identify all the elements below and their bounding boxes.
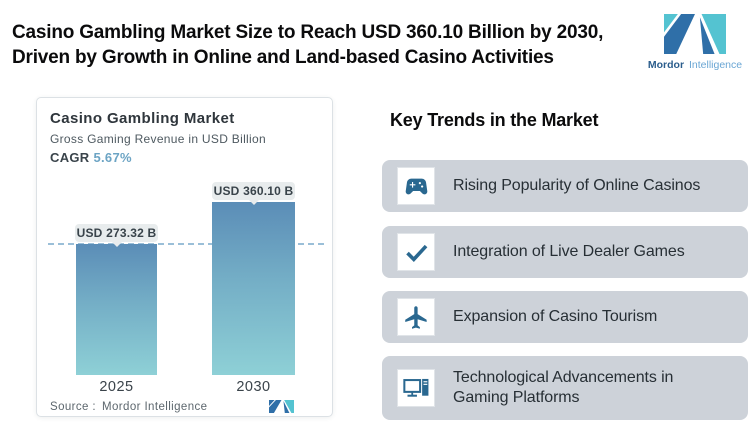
trends-heading: Key Trends in the Market [390, 110, 599, 130]
bar-2025 [76, 244, 157, 375]
brand-wordmark: Mordor Intelligence [648, 59, 742, 71]
axis-label-2025: 2025 [99, 379, 134, 395]
brand-logo: Mordor Intelligence [644, 4, 746, 90]
axis-label-2030: 2030 [236, 379, 271, 395]
chart-title: Casino Gambling Market [50, 110, 235, 127]
brand-name-bold: Mordor [647, 59, 685, 71]
bar-2030 [212, 202, 295, 375]
trend-label: Expansion of Casino Tourism [453, 308, 658, 325]
checkmark-icon [397, 233, 435, 271]
chart-card: Casino Gambling Market Gross Gaming Reve… [36, 97, 333, 417]
chart-cagr: CAGR 5.67% [50, 150, 132, 165]
mordor-m-icon-small [269, 400, 294, 413]
trend-label: Technological Advancements in Gaming Pla… [453, 369, 674, 406]
page-title-line1: Casino Gambling Market Size to Reach USD… [12, 22, 604, 43]
computer-icon [397, 369, 435, 407]
airplane-icon [397, 298, 435, 336]
trend-card-live-dealer: Integration of Live Dealer Games [382, 226, 748, 278]
mordor-m-icon [664, 14, 726, 54]
trend-card-casino-tourism: Expansion of Casino Tourism [382, 291, 748, 343]
chart-subtitle: Gross Gaming Revenue in USD Billion [50, 132, 266, 146]
trend-label: Integration of Live Dealer Games [453, 243, 685, 260]
bar-value-badge-2030: USD 360.10 B [212, 182, 295, 205]
bar-value-badge-2025: USD 273.32 B [75, 224, 158, 247]
reference-dashed-line [48, 243, 324, 245]
cagr-label: CAGR [50, 150, 90, 165]
cagr-value: 5.67% [93, 150, 132, 165]
source-label: Source : [50, 401, 97, 413]
source-note: Source : Mordor Intelligence [50, 401, 207, 413]
brand-name-light: Intelligence [688, 59, 743, 71]
trend-label: Rising Popularity of Online Casinos [453, 177, 701, 194]
trend-card-online-casinos: Rising Popularity of Online Casinos [382, 160, 748, 212]
page-title-line2: Driven by Growth in Online and Land-base… [12, 47, 554, 68]
trend-card-tech-advancements: Technological Advancements in Gaming Pla… [382, 356, 748, 420]
source-value: Mordor Intelligence [102, 401, 208, 413]
gamepad-icon [397, 167, 435, 205]
page-title: Casino Gambling Market Size to Reach USD… [12, 20, 637, 70]
